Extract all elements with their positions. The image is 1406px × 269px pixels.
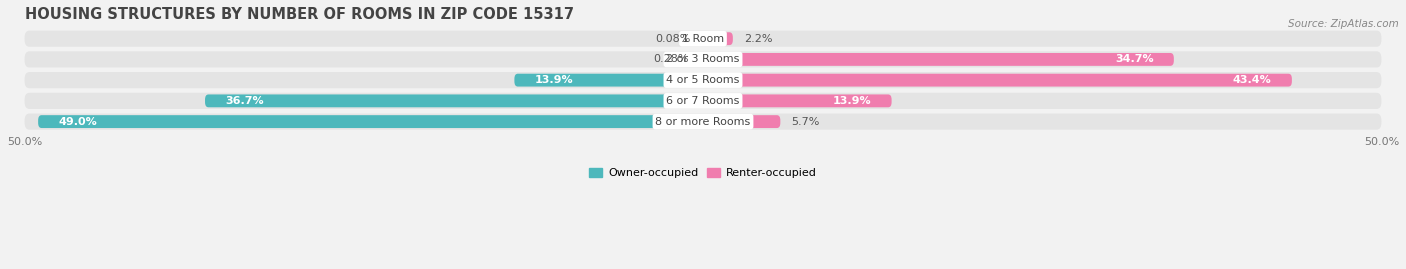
Text: HOUSING STRUCTURES BY NUMBER OF ROOMS IN ZIP CODE 15317: HOUSING STRUCTURES BY NUMBER OF ROOMS IN…: [24, 7, 574, 22]
FancyBboxPatch shape: [24, 51, 1382, 68]
FancyBboxPatch shape: [24, 31, 1382, 47]
Legend: Owner-occupied, Renter-occupied: Owner-occupied, Renter-occupied: [585, 163, 821, 182]
FancyBboxPatch shape: [703, 32, 733, 45]
FancyBboxPatch shape: [24, 93, 1382, 109]
FancyBboxPatch shape: [205, 94, 703, 107]
Text: 43.4%: 43.4%: [1233, 75, 1271, 85]
Text: Source: ZipAtlas.com: Source: ZipAtlas.com: [1288, 19, 1399, 29]
Text: 36.7%: 36.7%: [225, 96, 264, 106]
Text: 34.7%: 34.7%: [1115, 54, 1153, 64]
Text: 0.08%: 0.08%: [655, 34, 692, 44]
FancyBboxPatch shape: [699, 53, 703, 66]
FancyBboxPatch shape: [515, 74, 703, 87]
Text: 13.9%: 13.9%: [534, 75, 574, 85]
FancyBboxPatch shape: [703, 115, 780, 128]
Text: 2.2%: 2.2%: [744, 34, 772, 44]
FancyBboxPatch shape: [24, 114, 1382, 130]
Text: 2 or 3 Rooms: 2 or 3 Rooms: [666, 54, 740, 64]
Text: 1 Room: 1 Room: [682, 34, 724, 44]
FancyBboxPatch shape: [38, 115, 703, 128]
Text: 0.28%: 0.28%: [652, 54, 689, 64]
FancyBboxPatch shape: [703, 53, 1174, 66]
Text: 13.9%: 13.9%: [832, 96, 872, 106]
Text: 49.0%: 49.0%: [59, 116, 97, 127]
Text: 8 or more Rooms: 8 or more Rooms: [655, 116, 751, 127]
FancyBboxPatch shape: [24, 72, 1382, 88]
FancyBboxPatch shape: [703, 94, 891, 107]
Text: 6 or 7 Rooms: 6 or 7 Rooms: [666, 96, 740, 106]
FancyBboxPatch shape: [700, 32, 706, 45]
Text: 4 or 5 Rooms: 4 or 5 Rooms: [666, 75, 740, 85]
FancyBboxPatch shape: [703, 74, 1292, 87]
Text: 5.7%: 5.7%: [792, 116, 820, 127]
